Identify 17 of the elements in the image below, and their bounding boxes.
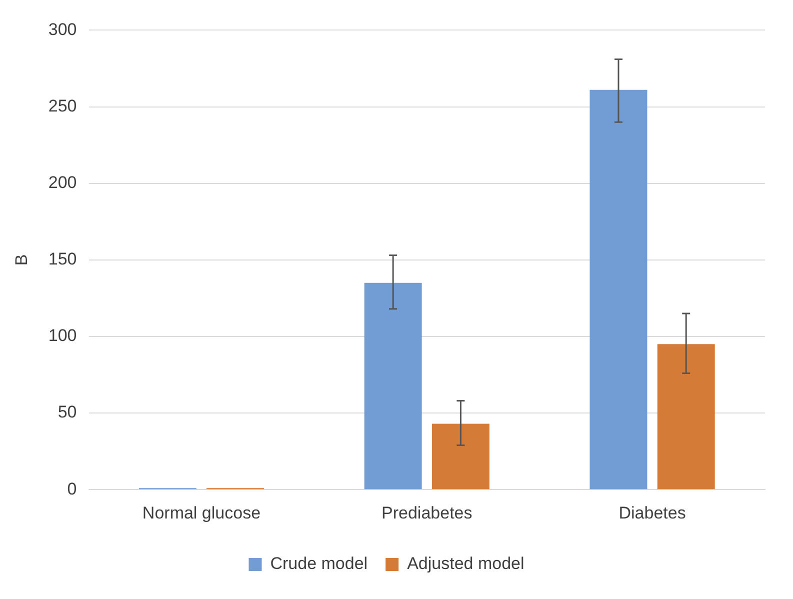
y-tick-label: 100	[48, 326, 77, 346]
x-tick-label: Prediabetes	[382, 503, 472, 522]
y-tick-label: 300	[48, 20, 77, 39]
x-tick-label: Normal glucose	[142, 503, 261, 522]
bar	[364, 282, 422, 490]
y-tick-label: 0	[67, 479, 77, 498]
bar	[657, 344, 715, 490]
bar	[590, 90, 648, 490]
legend-label: Crude model	[270, 554, 368, 574]
legend-label: Adjusted model	[407, 554, 524, 574]
y-tick-label: 150	[48, 250, 77, 269]
y-tick-label: 200	[48, 173, 77, 192]
bar	[432, 424, 490, 490]
y-tick-label: 250	[48, 96, 77, 116]
x-tick-label: Diabetes	[618, 503, 686, 522]
y-tick-label: 50	[58, 402, 77, 422]
y-axis-title: B	[12, 254, 31, 266]
